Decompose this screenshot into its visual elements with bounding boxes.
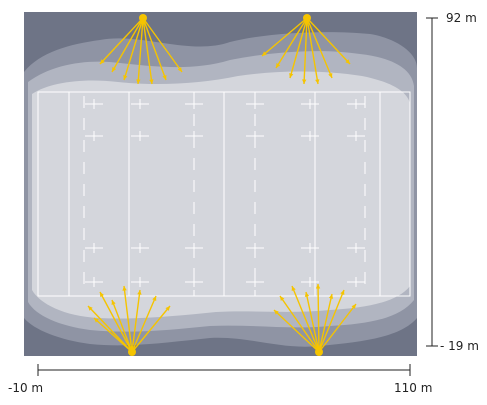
- y-top-label: 92 m: [446, 11, 477, 25]
- light-beam: [131, 305, 171, 353]
- beam-arrowhead: [122, 286, 127, 291]
- light-beam: [93, 317, 133, 353]
- beam-arrowhead: [111, 300, 116, 305]
- x-left-label: -10 m: [8, 381, 43, 395]
- beam-arrowhead: [328, 294, 334, 299]
- beam-arrowhead: [112, 67, 117, 72]
- beam-arrowhead: [152, 296, 157, 301]
- light-beam: [142, 17, 153, 85]
- light-beam: [306, 17, 333, 79]
- light-beam: [275, 17, 308, 69]
- light-beam: [318, 303, 357, 353]
- beam-arrowhead: [123, 75, 128, 80]
- beam-arrowhead: [100, 59, 105, 64]
- light-beam: [123, 17, 144, 81]
- light-beam: [111, 299, 133, 353]
- beam-arrowhead: [328, 73, 333, 78]
- floodlight-top-left: [99, 14, 183, 85]
- vertical-dimension: 92 m - 19 m: [426, 11, 479, 353]
- light-beam: [261, 17, 308, 57]
- beam-arrowhead: [340, 290, 345, 295]
- pitch-markings: [37, 91, 411, 297]
- beam-arrowhead: [162, 75, 167, 80]
- light-beam: [279, 295, 320, 353]
- horizontal-dimension: -10 m 110 m: [8, 364, 432, 395]
- x-right-label: 110 m: [394, 381, 432, 395]
- light-beam: [99, 291, 133, 353]
- light-beam: [317, 283, 320, 353]
- light-beam: [142, 17, 167, 81]
- light-beam: [291, 285, 320, 353]
- beam-arrowhead: [304, 292, 310, 297]
- beam-arrowhead: [136, 79, 141, 84]
- hash-marks: [85, 99, 365, 287]
- beam-arrowhead: [289, 73, 294, 78]
- floodlight-group: [87, 14, 357, 356]
- beam-arrowhead: [165, 306, 170, 311]
- floodlight-mast: [315, 348, 323, 356]
- beam-arrowhead: [88, 306, 93, 311]
- light-beam: [289, 17, 308, 79]
- floodlight-mast: [303, 14, 311, 22]
- light-beam: [87, 305, 133, 353]
- y-bottom-label: - 19 m: [440, 339, 479, 353]
- light-beam: [318, 293, 333, 353]
- beam-arrowhead: [100, 292, 105, 297]
- light-beam: [306, 17, 351, 65]
- beam-arrowhead: [177, 67, 182, 72]
- light-beam: [137, 17, 144, 85]
- light-beam: [303, 17, 308, 85]
- light-beam: [99, 17, 144, 65]
- floodlight-bottom-right: [273, 283, 357, 356]
- beam-arrowhead: [351, 304, 356, 309]
- illuminance-band-inner: [32, 71, 410, 319]
- floodlight-mast: [139, 14, 147, 22]
- light-beam: [123, 285, 133, 353]
- beam-arrowhead: [315, 79, 320, 84]
- beam-arrowhead: [302, 79, 307, 84]
- floodlight-mast: [128, 348, 136, 356]
- light-beam: [273, 309, 320, 353]
- floodlight-bottom-left: [87, 285, 171, 356]
- beam-arrowhead: [345, 59, 350, 64]
- beam-arrowhead: [94, 318, 99, 323]
- illuminance-map: [24, 12, 417, 356]
- beam-arrowhead: [274, 310, 279, 315]
- beam-arrowhead: [291, 286, 296, 291]
- light-beam: [305, 291, 320, 353]
- beam-arrowhead: [137, 290, 142, 295]
- light-beam: [318, 289, 345, 353]
- beam-arrowhead: [262, 51, 267, 56]
- beam-arrowhead: [149, 79, 154, 84]
- light-beam: [306, 17, 319, 85]
- light-beam: [142, 17, 183, 73]
- floodlight-top-right: [261, 14, 351, 85]
- beam-arrowhead: [280, 296, 285, 301]
- light-beam: [111, 17, 144, 73]
- light-beam: [131, 289, 141, 353]
- beam-arrowhead: [315, 284, 321, 289]
- light-beam: [131, 295, 157, 353]
- beam-arrowhead: [276, 63, 281, 68]
